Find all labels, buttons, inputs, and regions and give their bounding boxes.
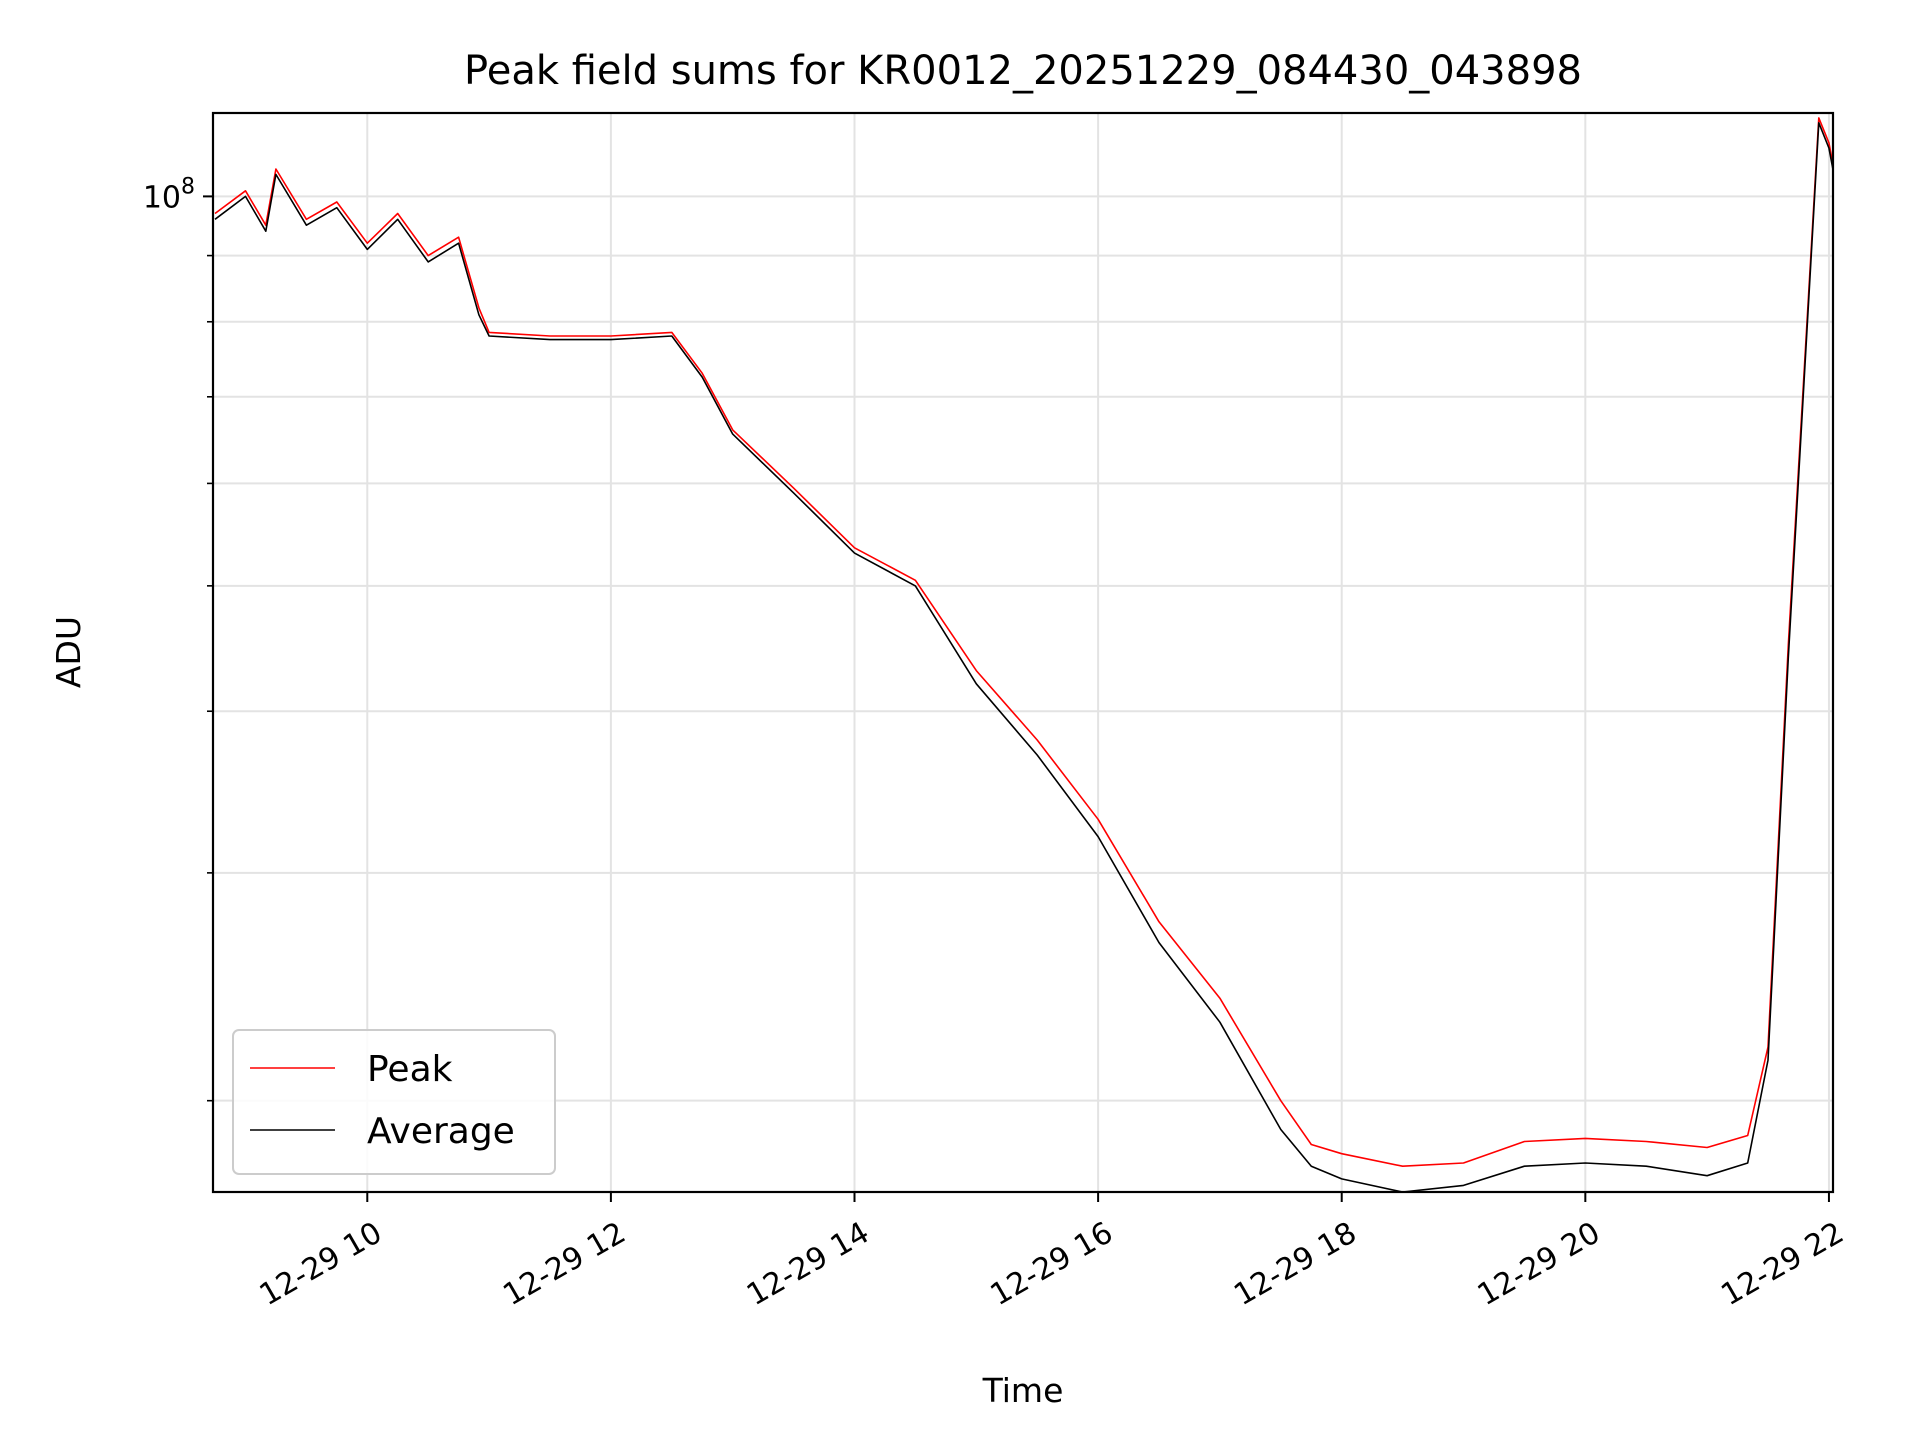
legend-box <box>232 1029 556 1175</box>
legend-label-average: Average <box>367 1111 515 1152</box>
series-layer <box>214 117 1833 1192</box>
chart-title: Peak field sums for KR0012_20251229_0844… <box>464 48 1582 94</box>
x-axis-label: Time <box>982 1371 1064 1410</box>
y-axis-label: ADU <box>49 616 88 688</box>
series-line-average <box>214 122 1833 1192</box>
legend: Peak Average <box>232 1029 556 1175</box>
grid <box>213 113 1833 1192</box>
series-line-peak <box>214 117 1833 1167</box>
plot-frame <box>211 111 1835 1194</box>
legend-label-peak: Peak <box>367 1049 453 1090</box>
